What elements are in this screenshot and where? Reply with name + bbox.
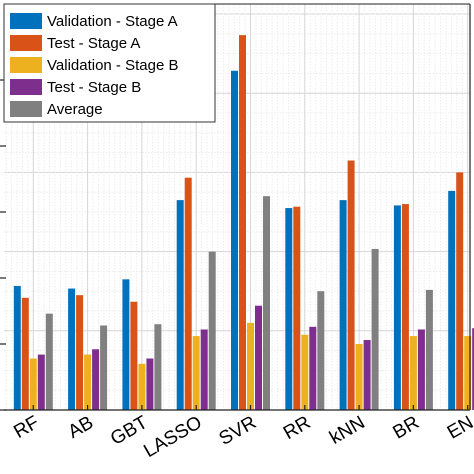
- bar: [363, 340, 371, 410]
- bar: [37, 354, 45, 410]
- bar: [239, 35, 246, 411]
- legend-label: Test - Stage A: [47, 35, 140, 52]
- bar: [355, 344, 363, 410]
- x-tick-label: RR: [280, 412, 314, 444]
- bar: [456, 172, 464, 410]
- bar: [192, 336, 200, 410]
- bar: [347, 160, 355, 410]
- x-tick-label: EN: [444, 412, 474, 443]
- bar: [293, 206, 301, 410]
- x-tick-label: RF: [10, 412, 42, 443]
- bar: [339, 200, 347, 410]
- bar: [68, 288, 76, 410]
- bar: [122, 279, 130, 410]
- bar: [13, 285, 21, 410]
- legend-label: Validation - Stage B: [47, 57, 178, 74]
- bar: [76, 295, 84, 410]
- bar: [45, 313, 53, 410]
- legend-swatch: [10, 101, 42, 117]
- bar: [263, 196, 270, 410]
- bar: [146, 358, 154, 410]
- bar: [409, 336, 417, 410]
- legend-swatch: [10, 35, 42, 51]
- bar: [317, 291, 325, 410]
- legend-swatch: [10, 57, 42, 73]
- bar: [138, 363, 146, 410]
- legend-swatch: [10, 13, 42, 29]
- bar: [21, 297, 29, 410]
- bar: [154, 324, 162, 410]
- bar: [472, 328, 474, 410]
- legend-label: Test - Stage B: [47, 79, 141, 96]
- bar: [301, 334, 309, 410]
- bar: [464, 336, 472, 410]
- bar: [208, 251, 216, 410]
- bar: [100, 325, 108, 410]
- bar: [371, 248, 379, 410]
- x-tick-label: SVR: [216, 412, 260, 450]
- legend-swatch: [10, 79, 42, 95]
- bar: [448, 190, 456, 410]
- bars: [13, 35, 474, 411]
- bar: [184, 177, 192, 410]
- bar: [417, 329, 425, 410]
- x-tick-label: BR: [390, 412, 423, 443]
- bar: [285, 208, 293, 410]
- bar: [247, 322, 254, 410]
- bar: [309, 326, 317, 410]
- x-tick-label: AB: [65, 412, 97, 443]
- legend-label: Average: [47, 101, 103, 118]
- bar: [393, 205, 401, 410]
- legend: Validation - Stage A Test - Stage A Valida…: [3, 3, 216, 123]
- bar: [425, 289, 433, 410]
- x-tick-label: kNN: [326, 412, 369, 449]
- bar: [84, 354, 92, 410]
- bar: [29, 358, 37, 410]
- x-tick-label: LASSO: [140, 412, 205, 462]
- bar: [255, 305, 262, 410]
- bar: [401, 204, 409, 410]
- bar: [231, 70, 238, 410]
- legend-label: Validation - Stage A: [47, 13, 178, 30]
- bar: [130, 301, 138, 410]
- bar: [92, 349, 100, 410]
- bar: [200, 329, 208, 410]
- bar: [176, 200, 184, 410]
